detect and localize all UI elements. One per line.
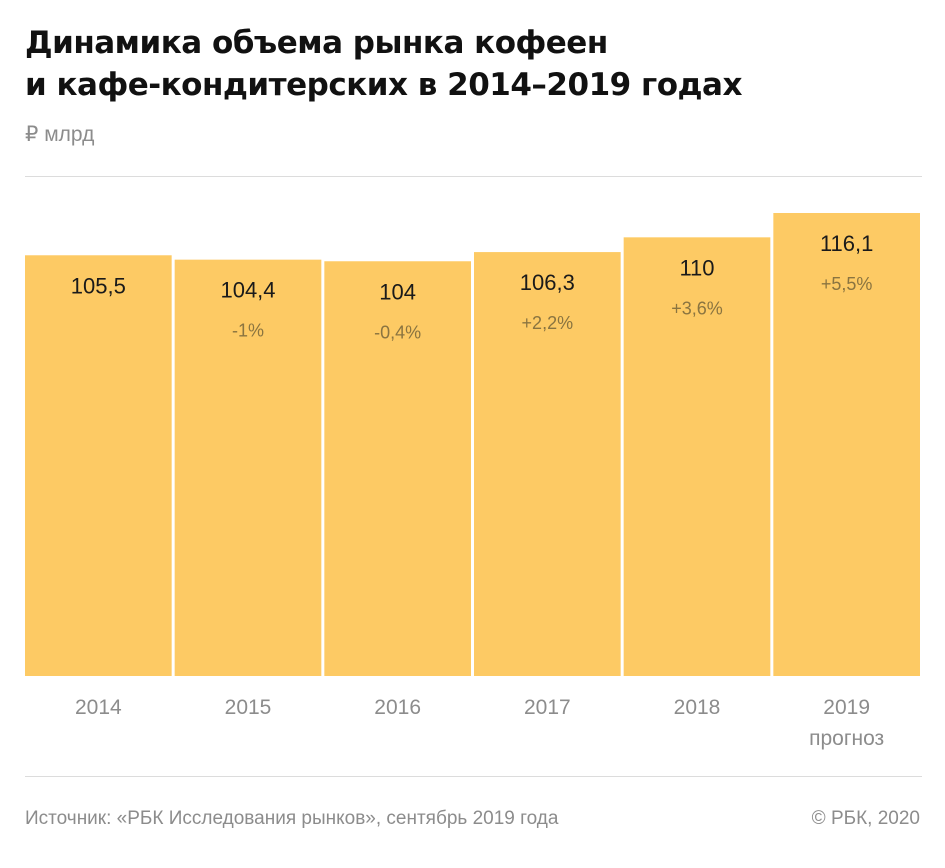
unit-label: ₽ млрд xyxy=(25,123,95,146)
bar-2018 xyxy=(623,237,771,676)
x-tick-2017: 2017 xyxy=(524,696,571,719)
value-label-2014: 105,5 xyxy=(71,273,126,298)
change-label-2015: -1% xyxy=(232,321,264,341)
change-label-2017: +2,2% xyxy=(522,313,574,333)
x-tick-2015: 2015 xyxy=(225,696,272,719)
bar-2014 xyxy=(25,255,172,676)
x-tick-2016: 2016 xyxy=(374,696,421,719)
chart-title-line-1: Динамика объема рынка кофеен xyxy=(25,25,608,61)
copyright-note: © РБК, 2020 xyxy=(811,808,920,829)
chart-title-line-2: и кафе-кондитерских в 2014–2019 годах xyxy=(25,67,742,103)
change-label-2019: +5,5% xyxy=(821,274,873,294)
value-label-2017: 106,3 xyxy=(520,270,575,295)
change-label-2018: +3,6% xyxy=(671,298,723,318)
bottom-divider xyxy=(25,776,922,777)
source-note: Источник: «РБК Исследования рынков», сен… xyxy=(25,808,559,829)
x-tick-note-2019: прогноз xyxy=(809,727,884,750)
value-label-2018: 110 xyxy=(679,255,714,280)
bar-2017 xyxy=(474,252,621,676)
bar-2016 xyxy=(324,261,471,676)
value-label-2019: 116,1 xyxy=(820,231,873,256)
bar-2019 xyxy=(773,213,920,676)
bar-2015 xyxy=(174,259,322,676)
x-tick-2014: 2014 xyxy=(75,696,122,719)
chart-title: Динамика объема рынка кофеен и кафе-конд… xyxy=(25,22,925,106)
value-label-2016: 104 xyxy=(379,279,416,304)
change-label-2016: -0,4% xyxy=(374,322,421,342)
x-tick-2019: 2019 xyxy=(823,696,870,719)
x-tick-2018: 2018 xyxy=(674,696,721,719)
top-divider xyxy=(25,176,922,177)
value-label-2015: 104,4 xyxy=(220,278,275,303)
